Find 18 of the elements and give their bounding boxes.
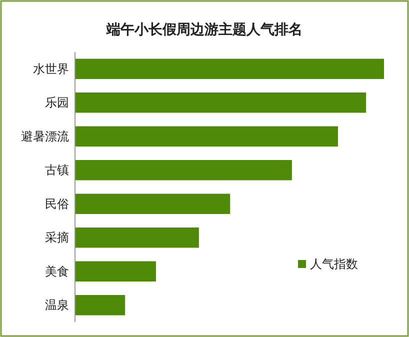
y-tick-label: 美食 [45,264,69,278]
bar [75,194,230,214]
bar [75,126,338,146]
bar [75,261,156,282]
bar [75,295,126,316]
bar [75,92,366,113]
y-tick-label: 避暑漂流 [21,129,69,144]
chart-title: 端午小长假周边游主题人气排名 [106,21,302,38]
bar [75,58,384,79]
bar [75,160,292,180]
y-tick-label: 采摘 [45,230,69,245]
bar [75,228,199,248]
y-tick-label: 古镇 [45,163,69,178]
y-tick-label: 水世界 [33,62,69,76]
legend-label: 人气指数 [310,257,358,271]
y-tick-label: 民俗 [45,196,69,211]
y-tick-label: 乐园 [45,96,69,110]
y-tick-label: 温泉 [45,298,69,312]
